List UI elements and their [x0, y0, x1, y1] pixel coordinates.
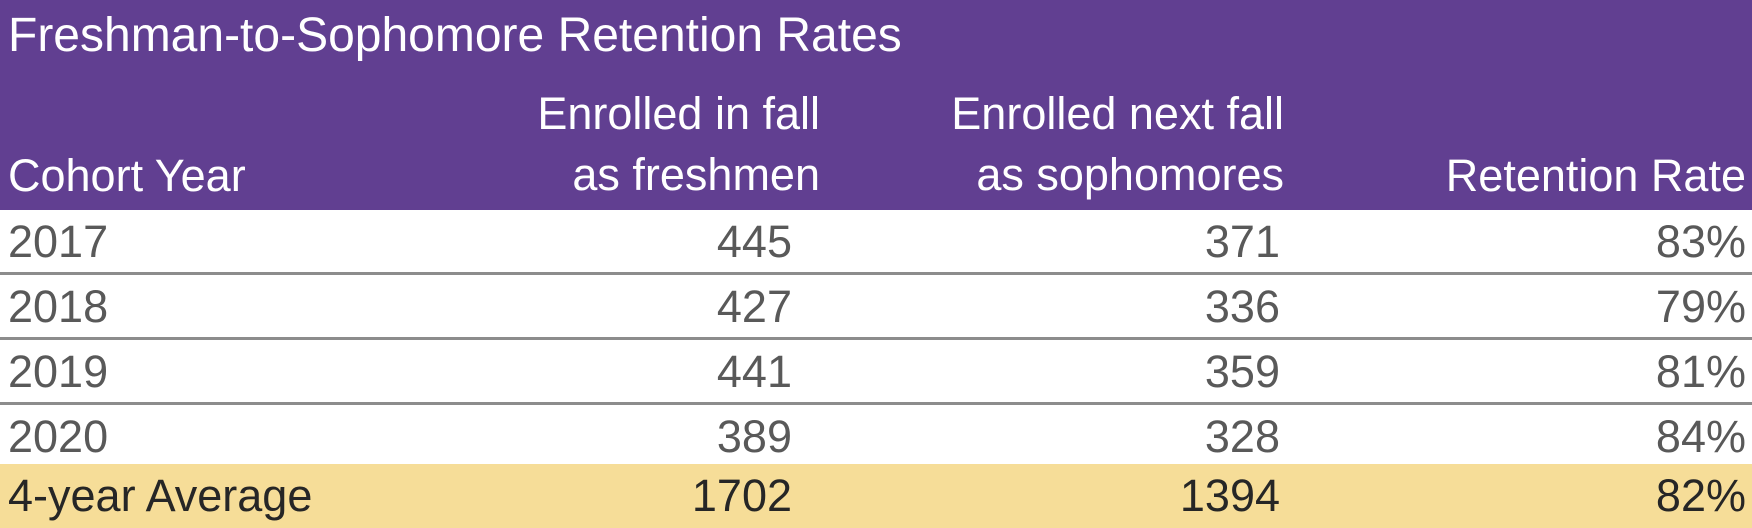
cell-rate: 81% [1655, 346, 1746, 397]
total-label: 4-year Average [8, 470, 313, 521]
cell-year: 2020 [8, 411, 109, 462]
cell-freshmen: 445 [716, 216, 792, 267]
table-row: 2018 427 336 79% [0, 275, 1752, 340]
cell-year: 2018 [8, 281, 109, 332]
table-title: Freshman-to-Sophomore Retention Rates [8, 9, 902, 62]
total-sophomores: 1394 [1179, 470, 1280, 521]
total-rate: 82% [1655, 470, 1746, 521]
table-row: 2020 389 328 84% [0, 405, 1752, 470]
cell-freshmen: 427 [716, 281, 792, 332]
table-row: 2019 441 359 81% [0, 340, 1752, 405]
cell-rate: 84% [1655, 411, 1746, 462]
cell-freshmen: 389 [716, 411, 792, 462]
cell-sophomores: 371 [1204, 216, 1280, 267]
cell-year: 2019 [8, 346, 109, 397]
cell-rate: 83% [1655, 216, 1746, 267]
total-freshmen: 1702 [691, 470, 792, 521]
cell-sophomores: 328 [1204, 411, 1280, 462]
table-total-row: 4-year Average 1702 1394 82% [0, 464, 1752, 528]
cell-year: 2017 [8, 216, 109, 267]
column-header-line: as freshmen [572, 149, 820, 200]
column-header-line: as sophomores [976, 149, 1284, 200]
cell-rate: 79% [1655, 281, 1746, 332]
cell-sophomores: 359 [1204, 346, 1280, 397]
table-row: 2017 445 371 83% [0, 210, 1752, 275]
column-header-enrolled-freshmen: Enrolled in fall as freshmen [537, 83, 820, 205]
column-header-retention-rate: Retention Rate [1445, 150, 1746, 201]
column-header-line: Enrolled next fall [951, 88, 1284, 139]
cell-sophomores: 336 [1204, 281, 1280, 332]
column-header-cohort-year: Cohort Year [8, 150, 246, 201]
table-header: Freshman-to-Sophomore Retention Rates Co… [0, 0, 1752, 210]
cell-freshmen: 441 [716, 346, 792, 397]
column-header-line: Enrolled in fall [537, 88, 820, 139]
column-header-enrolled-sophomores: Enrolled next fall as sophomores [951, 83, 1284, 205]
